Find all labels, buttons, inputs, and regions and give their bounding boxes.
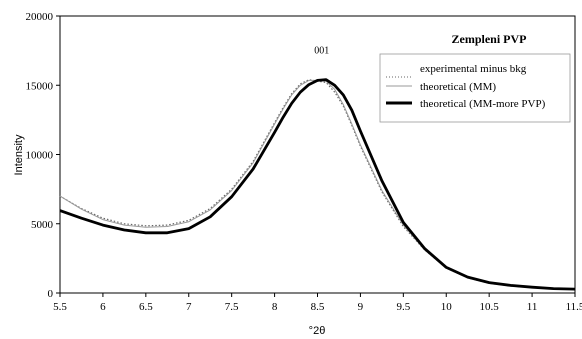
y-axis-title: Intensity [13, 134, 25, 175]
x-tick-label: 5.5 [53, 301, 67, 313]
legend: Zempleni PVP experimental minus bkg theo… [379, 32, 571, 123]
legend-entry-experimental: experimental minus bkg [420, 63, 527, 75]
series-layer [59, 78, 576, 291]
x-tick-label: 7.5 [225, 301, 239, 313]
y-tick-label: 10000 [26, 150, 54, 162]
x-tick-label: 6.5 [139, 301, 153, 313]
x-tick-label: 10 [441, 301, 453, 313]
peak-annotation: 001 [314, 45, 329, 56]
legend-entry-theoretical-mm: theoretical (MM) [420, 81, 496, 93]
x-tick-label: 11 [527, 301, 538, 313]
y-tick-label: 5000 [31, 219, 54, 231]
legend-title: Zempleni PVP [452, 32, 527, 46]
x-tick-label: 11.5 [566, 301, 582, 313]
x-tick-label: 6 [100, 301, 106, 313]
x-tick-label: 10.5 [480, 301, 500, 313]
y-axis: 0 5000 10000 15000 20000 [26, 11, 60, 300]
x-tick-label: 8.5 [311, 301, 325, 313]
x-axis: 5.5 6 6.5 7 7.5 8 8.5 9 9.5 10 10.5 11 11.5 [53, 293, 582, 313]
series-line-2 [59, 78, 576, 291]
x-axis-title: °2θ [309, 325, 326, 337]
x-tick-label: 9 [358, 301, 364, 313]
x-tick-label: 8 [272, 301, 278, 313]
y-tick-label: 15000 [26, 80, 54, 92]
y-tick-label: 20000 [26, 11, 54, 23]
legend-entry-theoretical-more-pvp: theoretical (MM-more PVP) [420, 98, 546, 110]
legend-box [379, 53, 571, 123]
x-tick-label: 7 [186, 301, 192, 313]
y-tick-label: 0 [48, 288, 54, 300]
x-tick-label: 9.5 [396, 301, 410, 313]
